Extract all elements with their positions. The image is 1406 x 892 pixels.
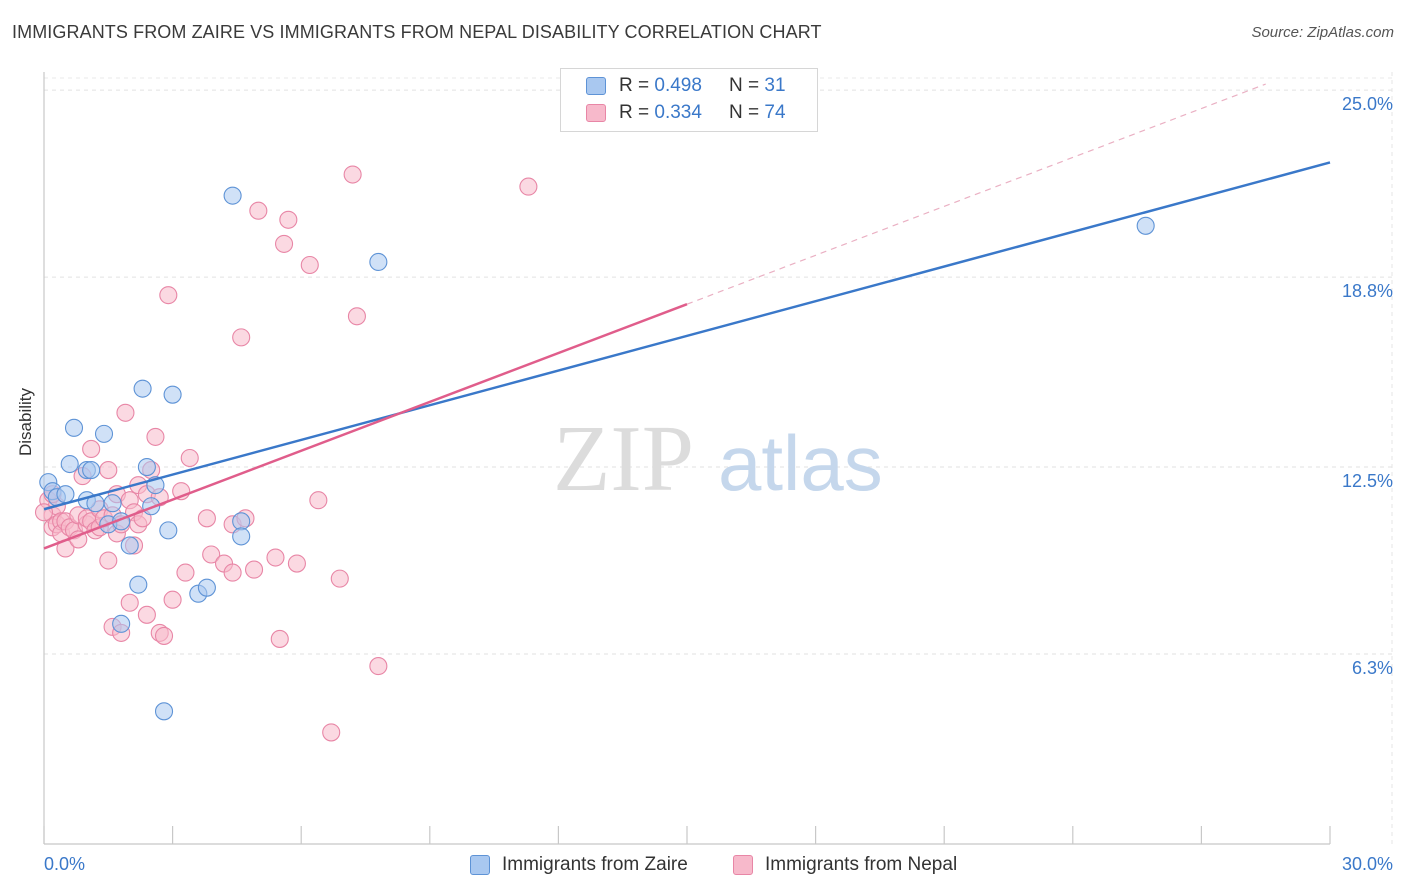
bottom-legend-swatch-nepal <box>733 855 753 875</box>
zaire-point <box>223 186 242 205</box>
zaire-point <box>159 521 178 540</box>
zaire-point <box>94 424 114 443</box>
nepal-point <box>197 509 216 528</box>
nepal-point <box>232 328 251 347</box>
zaire-point <box>112 614 131 633</box>
zaire-point <box>232 512 251 531</box>
nepal-point <box>279 210 298 229</box>
zaire-point <box>154 702 174 721</box>
nepal-point <box>120 593 139 612</box>
nepal-point <box>159 286 178 305</box>
zaire-point <box>369 252 388 272</box>
zaire-point <box>60 454 79 474</box>
legend-row-nepal: R = 0.334 N = 74 <box>586 100 807 126</box>
bottom-legend-label-nepal: Immigrants from Nepal <box>765 854 958 875</box>
legend-swatch-zaire <box>586 77 606 95</box>
nepal-point <box>330 569 349 588</box>
legend-r-value-zaire: 0.498 <box>654 75 702 96</box>
nepal-point <box>176 563 195 582</box>
legend-r-label: R = <box>619 75 650 96</box>
nepal-point <box>82 439 101 459</box>
nepal-point <box>99 551 118 570</box>
bottom-legend-zaire: Immigrants from Zaire <box>470 852 688 878</box>
legend-r-label: R = <box>619 102 650 123</box>
bottom-legend-swatch-zaire <box>470 855 490 875</box>
zaire-point <box>129 575 148 594</box>
nepal-point <box>180 448 199 468</box>
zaire-point <box>120 536 139 555</box>
nepal-point <box>163 590 182 609</box>
nepal-point <box>99 461 118 480</box>
nepal-trend-line <box>43 303 688 550</box>
bottom-legend-nepal: Immigrants from Nepal <box>733 852 957 878</box>
zaire-point <box>197 578 216 597</box>
nepal-point <box>347 307 366 326</box>
zaire-point <box>82 461 101 480</box>
correlation-legend: R = 0.498 N = 31 R = 0.334 N = 74 <box>560 68 818 132</box>
nepal-point <box>369 657 388 676</box>
chart-title: IMMIGRANTS FROM ZAIRE VS IMMIGRANTS FROM… <box>12 22 822 42</box>
legend-r-value-nepal: 0.334 <box>654 102 702 123</box>
watermark-zip: ZIP <box>553 407 694 511</box>
nepal-point <box>154 626 174 645</box>
nepal-point <box>287 554 306 573</box>
nepal-point <box>244 560 264 579</box>
zaire-point <box>56 485 75 504</box>
y-tick-label: 12.5% <box>1342 471 1393 491</box>
source-label: Source: ZipAtlas.com <box>1251 24 1394 41</box>
legend-n-label: N = <box>729 75 760 96</box>
legend-n-value-zaire: 31 <box>764 75 786 96</box>
nepal-point <box>519 177 538 196</box>
bottom-legend-label-zaire: Immigrants from Zaire <box>502 854 688 875</box>
y-tick-label: 6.3% <box>1352 658 1393 678</box>
zaire-point <box>103 494 122 513</box>
nepal-point <box>223 563 242 582</box>
nepal-point <box>249 201 268 220</box>
axes <box>43 72 1331 845</box>
zaire-point <box>64 418 84 437</box>
nepal-point <box>322 723 341 742</box>
zaire-point <box>133 379 152 398</box>
tick-labels: 6.3% 12.5% 18.8% 25.0% 0.0% 30.0% <box>44 94 1393 874</box>
nepal-point <box>137 605 156 624</box>
nepal-point <box>275 234 294 253</box>
nepal-trend-extension <box>686 83 1266 305</box>
nepal-point <box>202 545 221 564</box>
y-tick-label: 18.8% <box>1342 281 1393 301</box>
nepal-point <box>266 548 285 567</box>
x-tick-label: 0.0% <box>44 854 85 874</box>
y-axis-label: Disability <box>16 387 35 456</box>
legend-swatch-nepal <box>586 104 606 122</box>
watermark-atlas: atlas <box>718 419 883 507</box>
nepal-point <box>116 403 135 422</box>
nepal-point <box>270 629 289 648</box>
nepal-point <box>309 491 328 510</box>
legend-row-zaire: R = 0.498 N = 31 <box>586 73 807 99</box>
y-tick-label: 25.0% <box>1342 94 1393 114</box>
nepal-point <box>343 165 362 184</box>
zaire-trend-line <box>43 161 1331 511</box>
zaire-point <box>232 527 251 546</box>
trend-lines <box>43 83 1331 550</box>
nepal-point <box>300 255 319 275</box>
nepal-point <box>34 503 54 522</box>
zaire-point <box>1136 216 1155 235</box>
legend-n-value-nepal: 74 <box>764 102 786 123</box>
x-tick-label: 30.0% <box>1342 854 1393 874</box>
nepal-point <box>146 427 165 446</box>
grid-lines <box>44 72 1393 844</box>
watermark: ZIP atlas <box>553 407 883 511</box>
zaire-point <box>163 385 182 404</box>
zaire-point <box>137 457 156 477</box>
legend-n-label: N = <box>729 102 760 123</box>
